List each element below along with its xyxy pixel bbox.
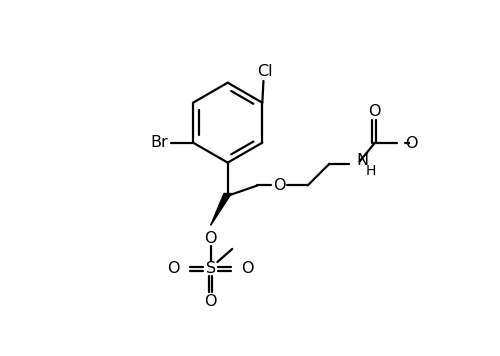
Text: O: O [204,294,217,309]
Text: S: S [206,261,216,276]
Text: O: O [368,104,380,119]
Text: O: O [167,261,179,276]
Text: O: O [204,231,217,246]
Text: O: O [406,136,418,151]
Text: Br: Br [151,135,168,150]
Polygon shape [210,194,232,225]
Text: Cl: Cl [257,64,272,79]
Text: N: N [356,153,368,168]
Text: H: H [366,164,376,178]
Text: O: O [242,261,254,276]
Text: O: O [273,178,285,193]
